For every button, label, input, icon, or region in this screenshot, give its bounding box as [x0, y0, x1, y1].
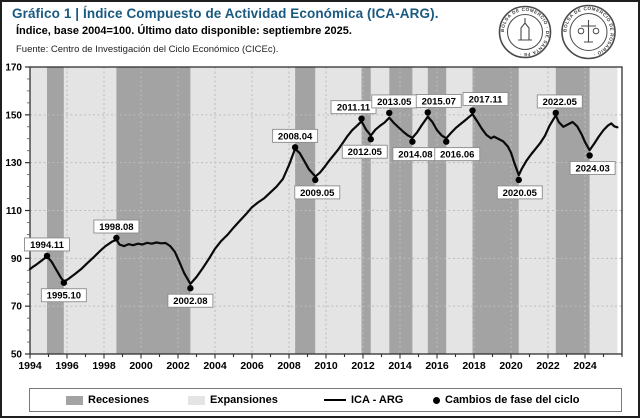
- phase-label-box: [93, 219, 140, 234]
- y-tick-label: 90: [11, 254, 23, 265]
- phase-change-dot: [552, 109, 559, 117]
- x-tick-label: 2004: [203, 360, 227, 372]
- x-tick-label: 2002: [166, 360, 190, 372]
- chart-legend: Recesiones Expansiones ICA - ARG Cambios…: [29, 388, 622, 412]
- phase-label: 2012.05: [348, 147, 383, 158]
- phase-label-box: [294, 185, 341, 200]
- legend-item-recessions: Recesiones: [66, 389, 149, 411]
- legend-label-expansions: Expansiones: [210, 394, 278, 406]
- phase-change-dot: [424, 109, 431, 116]
- phase-label-box: [536, 94, 583, 109]
- x-tick-label: 2022: [536, 360, 560, 372]
- chart-subtitle: Índice, base 2004=100. Último dato dispo…: [16, 25, 352, 37]
- recession-band: [47, 67, 64, 354]
- phase-label: 1994.11: [30, 240, 65, 251]
- phase-change-dot: [291, 144, 299, 151]
- phase-label-box: [415, 93, 462, 108]
- y-tick-label: 130: [5, 158, 22, 169]
- x-tick-label: 1994: [18, 360, 42, 372]
- expansion-band: [30, 67, 48, 354]
- x-tick-label: 2016: [425, 360, 449, 372]
- phase-change-dot: [187, 285, 194, 292]
- phase-change-dot: [113, 234, 120, 242]
- phase-label-box: [462, 92, 509, 106]
- legend-label-recessions: Recesiones: [88, 394, 150, 406]
- y-tick-label: 110: [6, 206, 23, 217]
- legend-label-phase: Cambios de fase del ciclo: [445, 394, 580, 406]
- phase-label: 2002.08: [173, 296, 207, 307]
- recession-band: [361, 67, 371, 354]
- x-tick-label: 2024: [573, 360, 597, 372]
- phase-label-box: [496, 185, 543, 200]
- page-title: Gráfico 1 | Índice Compuesto de Activida…: [12, 6, 439, 21]
- phase-label: 2024.03: [575, 163, 609, 174]
- phase-label: 2016.06: [440, 150, 474, 161]
- phase-label: 2008.04: [278, 131, 313, 142]
- phase-change-dot: [60, 279, 68, 286]
- expansion-swatch-icon: [188, 395, 205, 405]
- phase-label: 2014.08: [398, 150, 432, 161]
- expansion-band: [370, 67, 390, 354]
- line-sample-icon: [324, 398, 346, 402]
- phase-change-dot: [386, 109, 393, 117]
- phase-label-box: [341, 144, 388, 159]
- phase-change-dot: [367, 136, 374, 143]
- x-tick-label: 1998: [92, 360, 116, 372]
- y-tick-label: 70: [11, 302, 23, 313]
- phase-change-dot: [358, 115, 365, 122]
- phase-label: 1998.08: [99, 222, 133, 233]
- phase-change-dot: [312, 176, 319, 184]
- recession-swatch-icon: [66, 395, 83, 405]
- phase-change-dot: [43, 252, 51, 260]
- x-tick-label: 2014: [388, 360, 412, 372]
- phase-label: 2015.07: [422, 96, 456, 107]
- phase-dot-icon: [433, 396, 440, 404]
- rosario-seal-icon: BOLSA DE COMERCIO DE ROSARIO ·: [561, 4, 616, 60]
- phase-label: 1995.10: [47, 291, 81, 302]
- x-tick-label: 2006: [240, 360, 264, 372]
- phase-label: 2013.05: [377, 97, 412, 108]
- phase-label: 2020.05: [503, 188, 538, 199]
- legend-item-expansions: Expansiones: [188, 389, 278, 411]
- x-tick-label: 2018: [462, 360, 486, 372]
- phase-change-dot: [586, 152, 593, 159]
- legend-label-ica: ICA - ARG: [351, 394, 404, 406]
- x-tick-label: 2010: [314, 360, 338, 372]
- phase-change-dot: [443, 138, 450, 145]
- x-tick-label: 1996: [55, 360, 79, 372]
- santa-fe-seal-icon: BOLSA DE COMERCIO · DE SANTA FE ·: [498, 5, 552, 59]
- phase-label-box: [569, 161, 616, 175]
- phase-change-dot: [469, 107, 476, 114]
- legend-item-phase: Cambios de fase del ciclo: [433, 389, 580, 411]
- phase-label-box: [272, 128, 319, 143]
- phase-label-box: [434, 147, 481, 162]
- x-tick-label: 2008: [277, 360, 301, 372]
- phase-label: 2022.05: [543, 97, 578, 108]
- x-tick-label: 2000: [129, 360, 153, 372]
- y-tick-label: 50: [11, 350, 23, 361]
- phase-label: 2009.05: [300, 188, 335, 199]
- phase-label: 2017.11: [469, 95, 504, 106]
- phase-label-box: [24, 237, 70, 252]
- phase-label-box: [40, 288, 87, 303]
- logos-container: BOLSA DE COMERCIO · DE SANTA FE · BOLSA …: [498, 4, 616, 60]
- phase-change-dot: [409, 138, 416, 145]
- ica-arg-line: [28, 112, 619, 285]
- y-tick-label: 150: [5, 110, 22, 121]
- source-note: Fuente: Centro de Investigación del Cicl…: [16, 44, 279, 55]
- phase-label-box: [167, 293, 214, 308]
- phase-label: 2011.11: [337, 103, 371, 114]
- legend-item-ica-line: ICA - ARG: [324, 389, 403, 411]
- x-tick-label: 2020: [499, 360, 523, 372]
- expansion-band: [518, 67, 556, 354]
- x-tick-label: 2012: [351, 360, 375, 372]
- phase-change-dot: [515, 176, 522, 184]
- expansion-band: [412, 67, 428, 354]
- y-tick-label: 170: [5, 63, 22, 74]
